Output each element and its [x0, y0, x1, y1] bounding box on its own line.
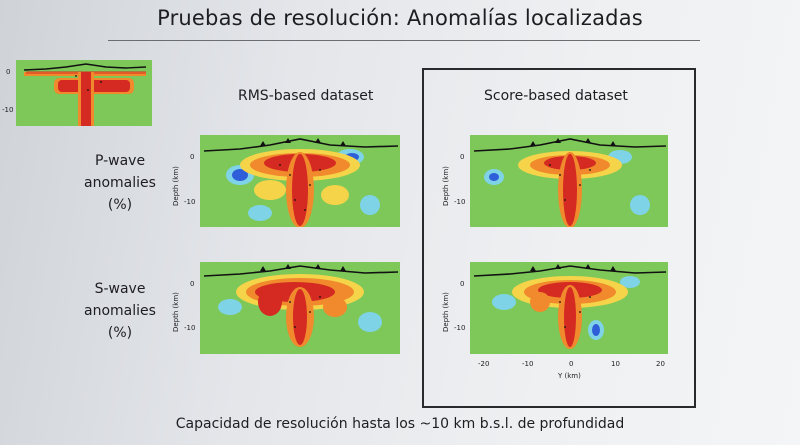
xtick-10: 10 [611, 360, 620, 368]
row-label-s-line3: (%) [107, 325, 133, 341]
tick-score-p-0: 0 [460, 153, 465, 161]
row-label-p-line1: P-wave [94, 153, 146, 169]
column-header-score: Score-based dataset [484, 88, 628, 104]
tick-score-s-10: -10 [454, 324, 466, 332]
xtick-0: 0 [569, 360, 574, 368]
tick-rms-p-0: 0 [190, 153, 195, 161]
xtick-minus10: -10 [522, 360, 534, 368]
tomogram-rms-p [200, 135, 400, 228]
column-header-rms: RMS-based dataset [238, 88, 374, 104]
tomogram-rms-s [200, 262, 400, 354]
ylabel-score-p: Depth (km) [442, 166, 450, 206]
thumb-tick-0: 0 [6, 68, 11, 76]
ylabel-rms-p: Depth (km) [172, 166, 180, 206]
tick-score-s-0: 0 [460, 280, 465, 288]
row-label-p-line3: (%) [107, 197, 133, 213]
tick-rms-s-0: 0 [190, 280, 195, 288]
tick-score-p-10: -10 [454, 198, 466, 206]
tomogram-score-p [470, 135, 668, 228]
score-dataset-frame [422, 68, 696, 408]
row-label-s-line2: anomalies [84, 303, 156, 319]
row-label-s-line1: S-wave [94, 281, 146, 297]
row-label-p-wave: P-wave anomalies (%) [60, 150, 180, 216]
tick-rms-s-10: -10 [184, 324, 196, 332]
tick-rms-p-10: -10 [184, 198, 196, 206]
row-label-p-line2: anomalies [84, 175, 156, 191]
xaxis-label: Y (km) [558, 372, 581, 380]
title-divider [108, 40, 700, 41]
row-label-s-wave: S-wave anomalies (%) [60, 278, 180, 344]
input-model-thumbnail: 0 -10 [2, 60, 152, 126]
xtick-20: 20 [656, 360, 665, 368]
ylabel-score-s: Depth (km) [442, 292, 450, 332]
xtick-minus20: -20 [478, 360, 490, 368]
tomogram-score-s [470, 262, 668, 354]
thumb-tick-minus10: -10 [2, 106, 14, 114]
slide-title: Pruebas de resolución: Anomalías localiz… [157, 6, 643, 30]
slide-footer: Capacidad de resolución hasta los ~10 km… [175, 416, 625, 432]
ylabel-rms-s: Depth (km) [172, 292, 180, 332]
